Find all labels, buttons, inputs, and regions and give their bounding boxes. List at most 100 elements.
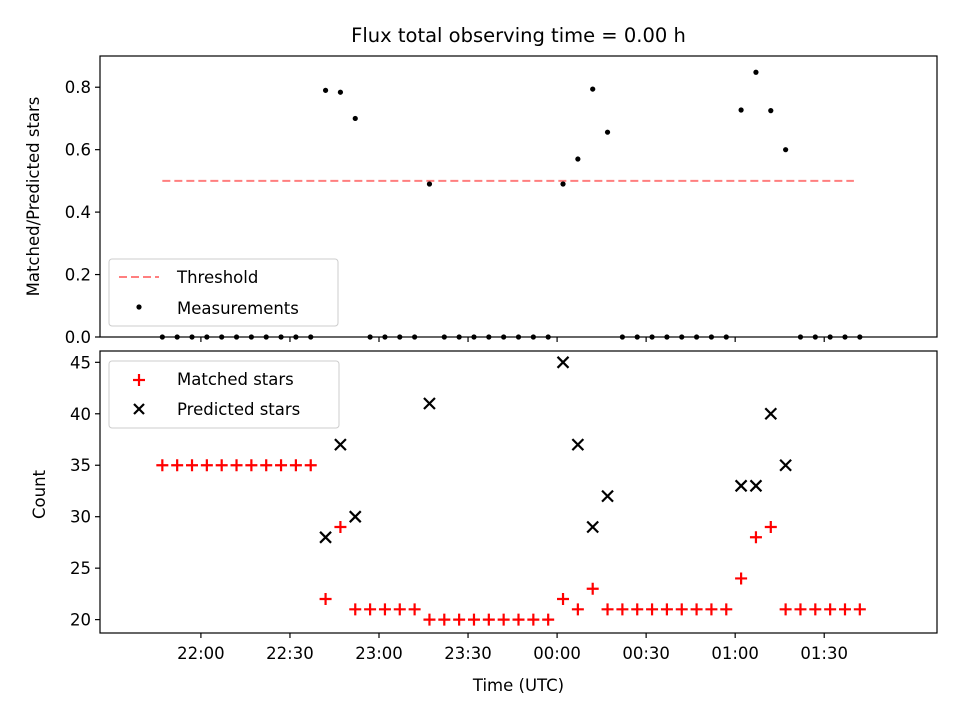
predicted-star-point [779,458,792,472]
predicted-star-point [601,489,614,503]
chart-title: Flux total observing time = 0.00 h [351,24,686,47]
predicted-star-point [319,531,332,544]
matched-star-point [735,572,748,585]
matched-star-point [809,603,822,616]
bottom-y-tick-label: 30 [70,508,91,527]
measurement-point [575,156,581,162]
matched-star-point [779,603,792,616]
matched-star-point [720,603,733,616]
top-x-ticks [200,337,825,342]
matched-star-point [260,459,273,472]
measurement-point [590,86,596,92]
legend-threshold-label: Threshold [176,268,258,287]
matched-star-point [601,603,614,616]
matched-star-point [200,459,213,472]
predicted-star-point [348,510,362,523]
x-tick-label: 01:00 [711,644,759,663]
legend-measurements-label: Measurements [177,299,299,318]
bottom-x-ticks: 22:00 22:30 23:00 23:30 00:00 00:30 01:00 01:30 [177,633,848,663]
predicted-star-point [749,479,763,493]
matched-star-point [171,459,184,472]
matched-star-point [497,613,510,626]
matched-star-point [764,520,777,533]
matched-star-point [512,613,525,626]
matched-star-point [853,603,866,616]
matched-star-point [186,459,199,472]
x-tick-label: 01:30 [800,644,848,663]
measurement-point [783,147,789,153]
bottom-axes-frame [99,350,938,634]
top-y-tick-label: 0.6 [65,141,91,160]
matched-star-point [482,613,495,626]
top-legend: Threshold Measurements [108,258,339,327]
measurement-point [753,69,759,75]
matched-star-point [838,603,851,616]
legend-matched-swatch [133,374,145,386]
matched-star-point [586,582,599,595]
top-y-tick-label: 0.0 [65,328,91,347]
top-y-tick-label: 0.4 [65,203,91,222]
matched-star-point [245,459,258,472]
x-tick-label: 22:30 [266,644,314,663]
bottom-y-ticks: 20 25 30 35 40 45 [70,353,100,630]
x-tick-label: 00:00 [533,644,581,663]
legend-predicted-label: Predicted stars [177,400,300,419]
legend-predicted-swatch [133,403,145,415]
legend-matched-label: Matched stars [177,370,294,389]
matched-star-point [275,459,288,472]
measurement-point [738,107,744,113]
matched-star-point [467,613,480,626]
measurement-point [322,87,329,93]
matched-star-point [378,603,391,616]
predicted-star-point [571,438,585,451]
matched-star-point [304,459,317,472]
x-axis-label: Time (UTC) [472,676,564,695]
bottom-y-tick-label: 20 [70,611,91,630]
bottom-matched-layer [156,459,866,626]
measurement-point [337,89,344,95]
predicted-star-point [764,407,778,421]
matched-star-point [690,603,703,616]
measurement-point [560,181,566,187]
matched-star-point [571,603,584,616]
matched-star-point [334,520,347,533]
matched-star-point [423,613,436,626]
top-panel: 0.00.20.40.60.8 Matched/Predicted stars … [24,55,938,347]
bottom-y-axis-label: Count [30,469,49,519]
matched-star-point [675,603,688,616]
bottom-y-tick-label: 40 [70,405,91,424]
matched-star-point [156,459,169,472]
top-y-axis-label: Matched/Predicted stars [24,97,43,297]
matched-star-point [230,459,243,472]
matched-star-point [453,613,466,626]
matched-star-point [527,613,540,626]
x-tick-label: 22:00 [177,644,225,663]
predicted-star-point [334,438,347,451]
bottom-y-tick-label: 35 [70,456,91,475]
matched-star-point [408,603,421,616]
bottom-legend: Matched stars Predicted stars [108,360,340,429]
matched-star-point [289,459,302,472]
measurement-point [604,129,611,135]
bottom-panel: 20 25 30 35 40 45 22:00 22:30 23:00 23:30 00:00 00… [30,350,938,695]
measurement-point [426,181,433,187]
matched-star-point [364,603,377,616]
x-tick-label: 23:30 [444,644,492,663]
legend-measurements-swatch [136,304,142,310]
top-legend-box [108,258,339,327]
predicted-star-point [734,479,748,493]
matched-star-point [660,603,673,616]
measurement-point [352,115,358,122]
matched-star-point [215,459,228,472]
measurement-point [768,108,774,114]
top-y-tick-label: 0.8 [65,78,91,97]
matched-star-point [616,603,629,616]
matched-star-point [393,603,406,616]
matched-star-point [542,613,555,626]
top-y-ticks: 0.0 0.2 0.4 0.6 0.8 [65,78,100,347]
bottom-predicted-layer [319,356,792,544]
matched-star-point [705,603,718,616]
bottom-y-tick-label: 25 [70,559,91,578]
